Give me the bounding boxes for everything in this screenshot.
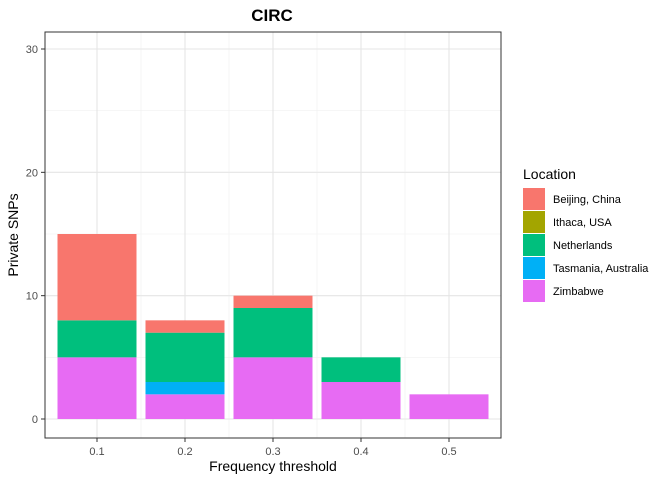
legend-label: Beijing, China — [553, 194, 622, 206]
bar-tasmania-australia — [145, 382, 225, 395]
x-axis-title: Frequency threshold — [209, 458, 337, 474]
x-tick-label: 0.4 — [353, 446, 368, 458]
legend-key — [523, 188, 545, 210]
bar-zimbabwe — [409, 394, 489, 419]
legend-key — [523, 234, 545, 256]
y-axis-title: Private SNPs — [5, 193, 21, 276]
legend-label: Zimbabwe — [553, 286, 604, 298]
y-tick-label: 10 — [26, 291, 38, 303]
x-tick-label: 0.5 — [441, 446, 456, 458]
y-tick-label: 0 — [32, 414, 38, 426]
chart-title: CIRC — [251, 6, 293, 25]
bar-netherlands — [145, 332, 225, 382]
bar-beijing-china — [233, 295, 313, 308]
bar-netherlands — [57, 320, 137, 358]
bar-beijing-china — [145, 320, 225, 333]
axes: 0 10 20 30 0.1 0.2 0.3 0.4 0.5 — [26, 44, 457, 458]
legend-label: Netherlands — [553, 240, 613, 252]
legend-key — [523, 211, 545, 233]
bar-netherlands — [233, 308, 313, 358]
bar-zimbabwe — [233, 357, 313, 419]
y-tick-label: 30 — [26, 44, 38, 56]
bar-zimbabwe — [145, 394, 225, 419]
bar-zimbabwe — [321, 382, 401, 419]
bar-zimbabwe — [57, 357, 137, 419]
legend-label: Ithaca, USA — [553, 217, 612, 229]
x-tick-label: 0.2 — [177, 446, 192, 458]
x-tick-label: 0.3 — [265, 446, 280, 458]
x-tick-label: 0.1 — [89, 446, 104, 458]
legend-key — [523, 280, 545, 302]
legend: Location Beijing, China Ithaca, USA Nether… — [523, 166, 649, 302]
legend-title: Location — [523, 166, 576, 182]
bar-beijing-china — [57, 234, 137, 321]
bar-netherlands — [321, 357, 401, 382]
bars — [57, 234, 489, 419]
legend-label: Tasmania, Australia — [553, 263, 649, 275]
y-tick-label: 20 — [26, 167, 38, 179]
legend-key — [523, 257, 545, 279]
